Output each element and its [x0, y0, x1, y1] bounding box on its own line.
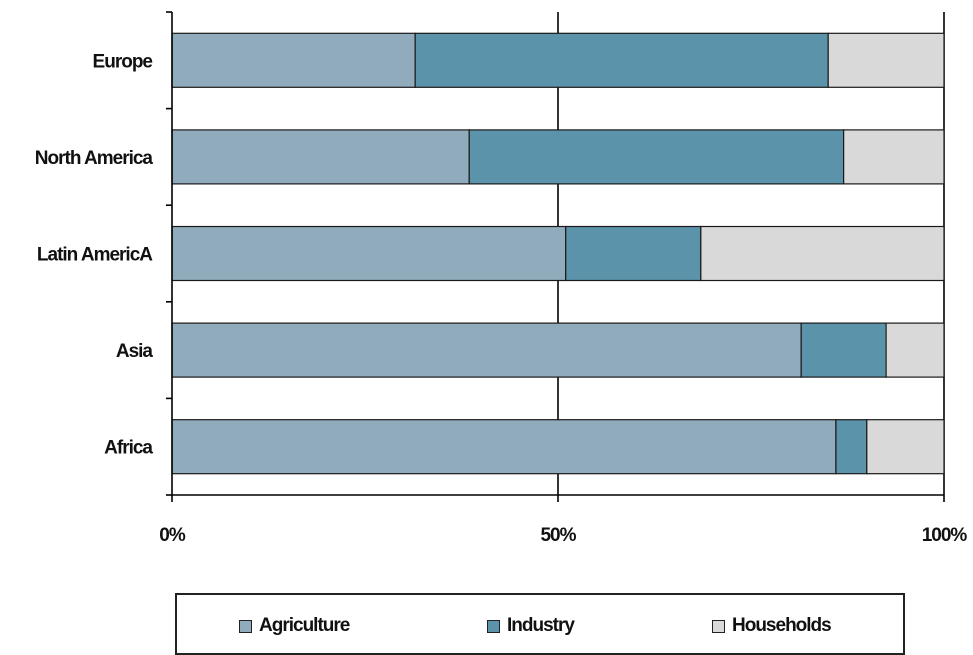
chart-legend: Agriculture Industry Households	[175, 593, 905, 655]
bar-europe-households	[827, 32, 945, 88]
bar-north-america-agriculture	[171, 129, 470, 185]
category-label-4: Africa	[104, 438, 153, 459]
legend-label-households: Households	[732, 615, 832, 636]
legend-label-industry: Industry	[507, 615, 575, 636]
category-label-0: Europe	[93, 51, 153, 72]
legend-item-industry: Industry	[487, 615, 575, 637]
x-tick-label-0: 0%	[159, 525, 186, 546]
bar-europe-agriculture	[171, 32, 416, 88]
bar-north-america-industry	[468, 129, 845, 185]
bar-latin-america-agriculture	[171, 225, 567, 282]
bar-asia-industry	[800, 322, 887, 378]
bar-latin-america-industry	[565, 225, 702, 282]
legend-swatch-agriculture	[239, 619, 252, 633]
bar-africa-agriculture	[171, 419, 837, 475]
category-label-1: North America	[35, 148, 154, 169]
bar-latin-america-households	[700, 225, 945, 282]
bar-asia-households	[885, 322, 945, 378]
legend-item-agriculture: Agriculture	[239, 615, 350, 637]
category-label-2: Latin AmericA	[37, 245, 153, 266]
legend-swatch-households	[712, 619, 725, 633]
bar-asia-agriculture	[171, 322, 802, 378]
bar-europe-industry	[414, 32, 829, 88]
x-tick-label-1: 50%	[540, 525, 576, 546]
legend-label-agriculture: Agriculture	[259, 615, 350, 636]
legend-swatch-industry	[487, 619, 500, 633]
category-label-3: Asia	[116, 341, 154, 362]
bar-north-america-households	[843, 129, 945, 185]
x-tick-label-2: 100%	[922, 525, 968, 546]
bar-africa-households	[866, 419, 945, 475]
bar-africa-industry	[835, 419, 868, 475]
legend-item-households: Households	[712, 615, 832, 637]
